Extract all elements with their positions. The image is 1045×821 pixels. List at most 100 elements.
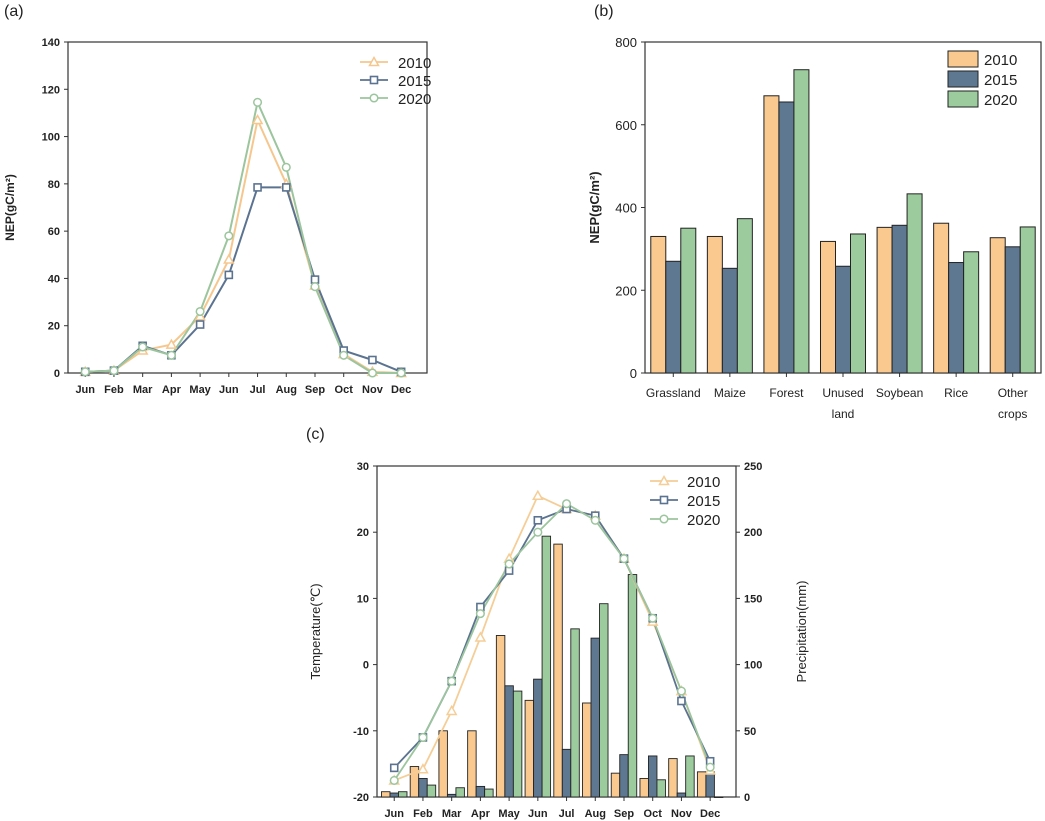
data-point-a-2020 xyxy=(109,366,119,376)
series-line-a-2020 xyxy=(85,99,402,374)
bar-b-2010 xyxy=(763,95,780,374)
x-tick-label-a: Apr xyxy=(162,384,182,396)
bar-b-2015 xyxy=(835,265,851,374)
precip-bar-c-2010 xyxy=(381,791,391,798)
x-tick-label-c: Apr xyxy=(471,808,491,820)
x-tick-label-c: Aug xyxy=(585,808,606,820)
bar-b-2015 xyxy=(891,224,908,374)
temp-point-c-2020 xyxy=(676,686,686,696)
precip-bar-c-2010 xyxy=(438,730,448,798)
bar-b-2015 xyxy=(1004,246,1021,374)
precip-bar-c-2015 xyxy=(418,778,428,798)
x-tick-label-a: Mar xyxy=(133,384,153,396)
x-tick-label-b: Soybean xyxy=(876,386,923,400)
precip-bar-c-2015 xyxy=(475,785,486,798)
panel-label-c: (c) xyxy=(306,426,325,443)
precip-bar-c-2020 xyxy=(398,791,408,798)
temp-point-c-2020 xyxy=(389,775,399,786)
legend-swatch-b-2015 xyxy=(947,70,979,88)
data-point-a-2020 xyxy=(339,350,349,360)
legend-label-b-2010: 2010 xyxy=(984,52,1017,69)
precip-bar-c-2015 xyxy=(533,678,543,798)
y-tick-label-left-c: -20 xyxy=(353,792,369,804)
y-tick-label-b: 800 xyxy=(615,35,637,50)
y-tick-label-a: 140 xyxy=(42,37,60,49)
y-axis-label-b: NEP(gC/m²) xyxy=(587,171,602,243)
bar-b-2020 xyxy=(906,193,923,374)
precip-bar-c-2015 xyxy=(504,685,514,798)
bar-b-2020 xyxy=(793,69,810,374)
legend-swatch-b-2020 xyxy=(947,90,979,108)
series-line-a-2015 xyxy=(85,186,402,373)
y-tick-label-a: 120 xyxy=(42,84,60,96)
y-tick-label-right-c: 50 xyxy=(744,726,756,738)
y-tick-label-b: 600 xyxy=(615,118,637,133)
data-point-a-2020 xyxy=(138,342,148,352)
x-tick-label-c: Jun xyxy=(384,808,404,820)
bar-b-2010 xyxy=(933,222,950,374)
temp-point-c-2010 xyxy=(445,704,458,716)
y-tick-label-b: 400 xyxy=(615,201,637,216)
precip-bar-c-2020 xyxy=(541,535,552,798)
precip-bar-c-2015 xyxy=(676,792,687,798)
legend-marker-c-2020 xyxy=(659,514,669,524)
precip-bar-c-2015 xyxy=(590,637,600,798)
y-tick-label-right-c: 250 xyxy=(744,461,762,473)
data-point-a-2020 xyxy=(310,282,320,292)
x-tick-label-b: Grassland xyxy=(646,386,701,400)
x-tick-label-a: Dec xyxy=(391,384,411,396)
precip-bar-c-2015 xyxy=(648,755,658,798)
precip-bar-c-2015 xyxy=(446,793,457,798)
precip-bar-c-2010 xyxy=(467,730,477,798)
x-tick-label-c: Mar xyxy=(442,808,462,820)
y-axis-label-left-c: Temperature(℃) xyxy=(308,583,323,679)
temp-line-c-2020 xyxy=(393,502,711,781)
legend-label-b-2020: 2020 xyxy=(984,92,1017,109)
data-point-a-2010 xyxy=(251,113,264,125)
x-tick-label-a: Jul xyxy=(250,384,266,396)
x-tick-label-b: Rice xyxy=(944,386,968,400)
precip-bar-c-2010 xyxy=(524,699,535,798)
legend-swatch-b-2010 xyxy=(947,50,979,68)
data-point-a-2010 xyxy=(165,338,178,349)
legend-marker-c-2010 xyxy=(658,474,670,486)
bar-b-2015 xyxy=(778,101,795,374)
precip-bar-c-2020 xyxy=(512,690,523,798)
precip-bar-c-2015 xyxy=(705,771,715,798)
x-tick-label-c: Oct xyxy=(644,808,663,820)
x-tick-label-c: May xyxy=(498,808,520,820)
temp-point-c-2020 xyxy=(648,613,658,623)
y-tick-label-left-c: 0 xyxy=(363,660,369,672)
bar-b-2020 xyxy=(1019,226,1036,374)
legend-marker-c-2015 xyxy=(659,495,669,505)
precip-bar-c-2020 xyxy=(713,796,724,798)
data-point-a-2015 xyxy=(368,355,377,365)
precip-bar-c-2020 xyxy=(685,755,695,798)
x-tick-label-a: Oct xyxy=(335,384,354,396)
temp-line-c-2015 xyxy=(393,508,711,769)
precip-bar-c-2020 xyxy=(484,788,494,798)
bar-b-2020 xyxy=(680,227,697,374)
x-tick-label-a: Feb xyxy=(104,384,124,396)
precip-bar-c-2010 xyxy=(610,772,621,798)
x-tick-label-c: Sep xyxy=(614,808,634,820)
temp-point-c-2010 xyxy=(474,631,487,642)
x-tick-label-c: Jul xyxy=(559,808,575,820)
data-point-a-2020 xyxy=(367,368,377,378)
data-point-a-2015 xyxy=(253,183,262,192)
bar-b-2010 xyxy=(820,240,836,374)
x-tick-label-b: crops xyxy=(998,407,1027,421)
plot-frame-a xyxy=(67,41,428,374)
y-tick-label-a: 0 xyxy=(54,368,60,380)
y-tick-label-a: 80 xyxy=(48,179,60,191)
precip-bar-c-2020 xyxy=(455,787,465,798)
precip-bar-c-2015 xyxy=(619,754,629,798)
legend-label-a-2010: 2010 xyxy=(398,55,431,72)
x-tick-label-b: Maize xyxy=(714,386,746,400)
y-tick-label-a: 20 xyxy=(48,321,60,333)
temp-point-c-2020 xyxy=(590,515,600,525)
x-tick-label-a: Aug xyxy=(276,384,297,396)
bar-b-2010 xyxy=(650,235,667,374)
y-tick-label-right-c: 150 xyxy=(744,593,762,605)
